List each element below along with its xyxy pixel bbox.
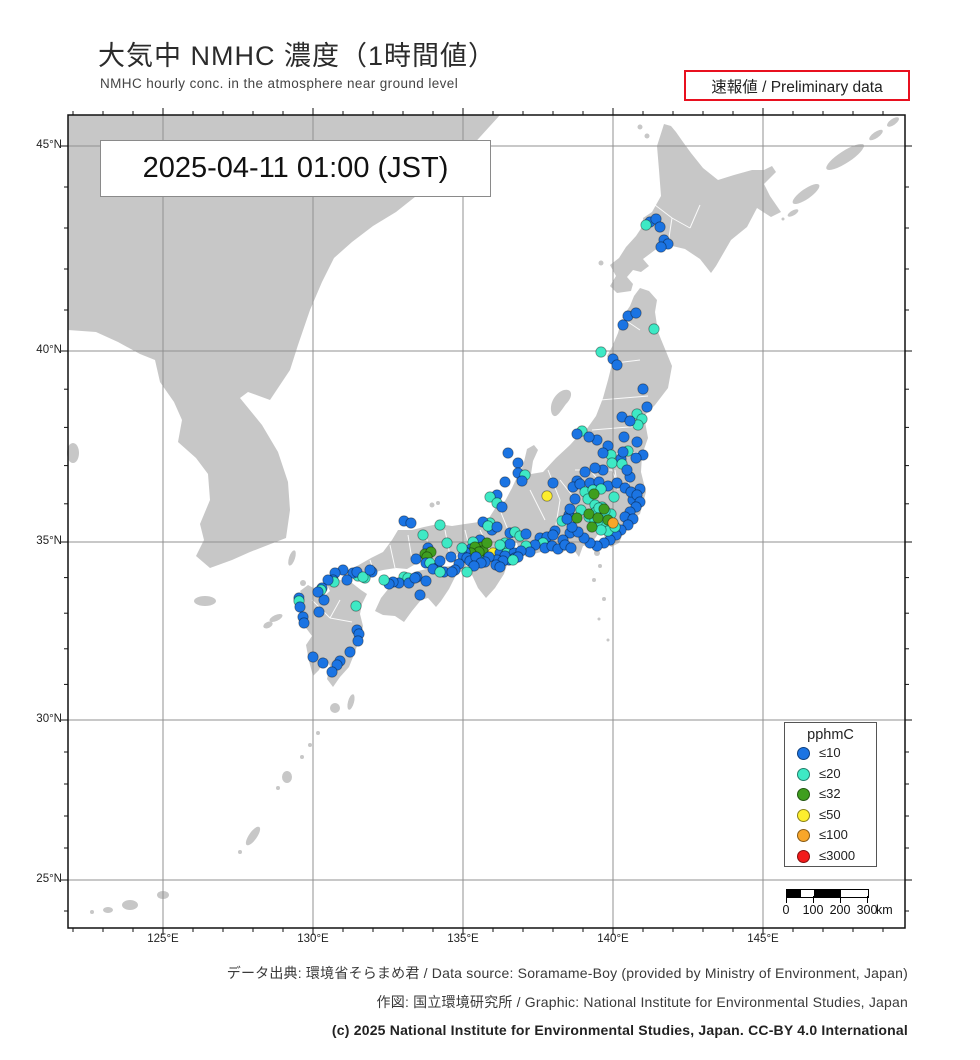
lon-label-145e: 145°E — [747, 933, 779, 945]
legend-row: ≤20 — [785, 764, 876, 785]
legend-label: ≤20 — [819, 765, 841, 781]
page-subtitle: NMHC hourly conc. in the atmosphere near… — [100, 76, 459, 91]
scale-bar-segments — [786, 889, 869, 898]
map-frame — [67, 114, 906, 929]
legend-label: ≤100 — [819, 827, 848, 842]
lat-label-45n: 45°N — [36, 139, 62, 151]
lat-label-35n: 35°N — [36, 535, 62, 547]
scale-200: 200 — [829, 903, 851, 917]
timestamp-box: 2025-04-11 01:00 (JST) — [100, 140, 491, 197]
legend-title: pphmC — [807, 727, 854, 743]
legend-dot-orange — [797, 829, 810, 842]
lat-label-25n: 25°N — [36, 873, 62, 885]
legend-label: ≤50 — [819, 806, 841, 822]
footer-data-source: データ出典: 環境省そらまめ君 / Data source: Soramame-… — [226, 965, 908, 981]
legend-dot-red — [797, 849, 810, 863]
legend-label: ≤10 — [819, 745, 841, 760]
legend-row: ≤3000 — [785, 846, 876, 867]
scale-unit: km — [876, 903, 893, 917]
timestamp-label: 2025-04-11 01:00 (JST) — [142, 152, 449, 184]
legend-row: ≤50 — [785, 805, 876, 826]
legend: pphmC ≤10 ≤20 ≤32 ≤50 ≤100 ≤3000 — [784, 722, 877, 867]
lon-label-125e: 125°E — [147, 933, 179, 945]
legend-row: ≤100 — [785, 825, 876, 846]
legend-dot-yellow — [797, 808, 810, 822]
footer-graphic-credit: 作図: 国立環境研究所 / Graphic: National Institut… — [376, 994, 908, 1010]
scale-bar: 0 100 200 300 km — [780, 885, 905, 925]
lat-label-30n: 30°N — [36, 713, 62, 725]
preliminary-data-label: 速報値 / Preliminary data — [711, 78, 883, 96]
legend-row: ≤10 — [785, 743, 876, 764]
preliminary-data-badge: 速報値 / Preliminary data — [684, 70, 910, 101]
lat-label-40n: 40°N — [36, 344, 62, 356]
lon-label-130e: 130°E — [297, 933, 329, 945]
station-dots — [293, 213, 674, 678]
lon-label-135e: 135°E — [447, 933, 479, 945]
axis-ticks — [61, 108, 912, 935]
legend-label: ≤3000 — [819, 847, 856, 863]
footer-copyright: (c) 2025 National Institute for Environm… — [331, 1022, 908, 1038]
legend-dot-blue — [797, 747, 810, 760]
legend-row: ≤32 — [785, 784, 876, 805]
legend-dot-cyan — [797, 767, 810, 781]
scale-0: 0 — [782, 903, 790, 917]
lon-label-140e: 140°E — [597, 933, 629, 945]
legend-label: ≤32 — [819, 786, 841, 801]
page-title: 大気中 NMHC 濃度（1時間値） — [98, 41, 497, 71]
scale-300: 300 — [856, 903, 878, 917]
legend-dot-green — [797, 788, 810, 801]
scale-100: 100 — [802, 903, 824, 917]
